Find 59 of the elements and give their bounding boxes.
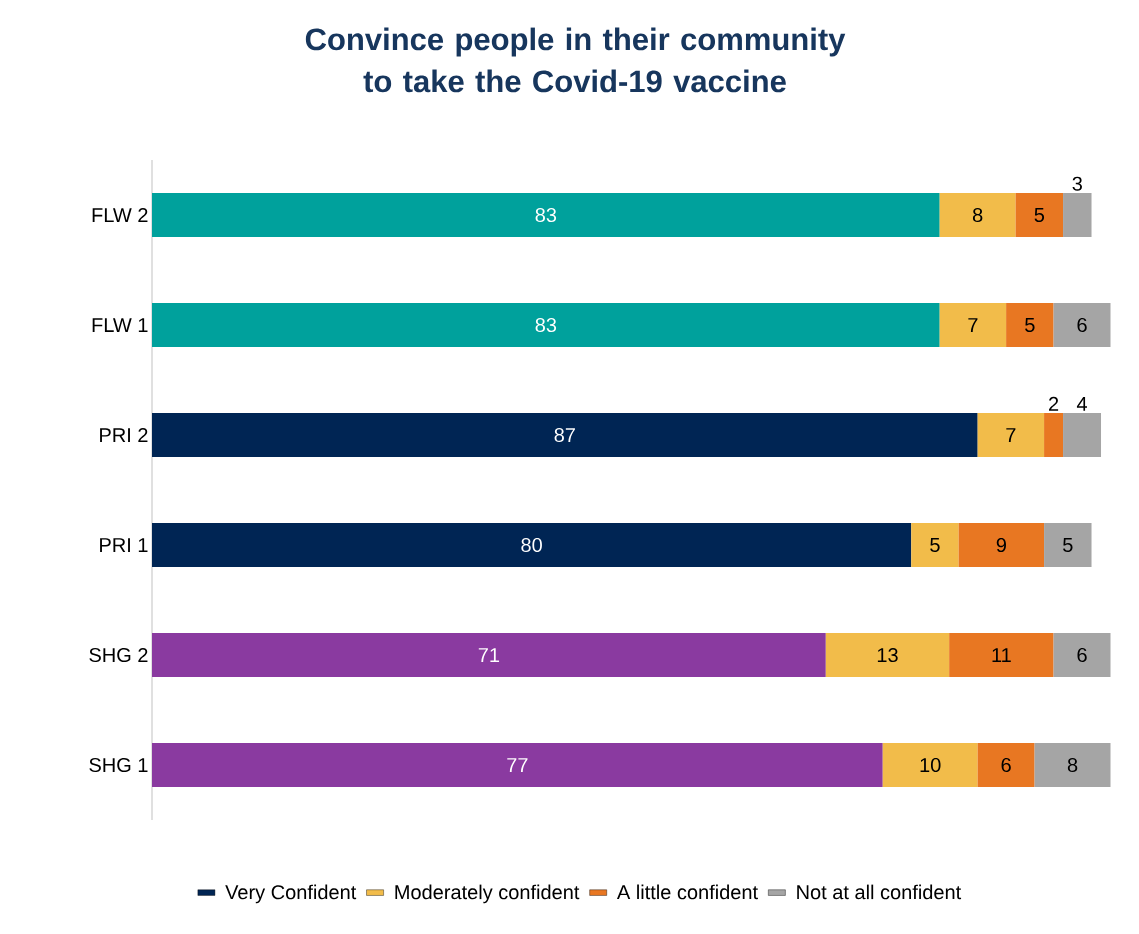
data-label: 5: [1063, 538, 1073, 552]
legend-label: Not at all confident: [797, 884, 962, 900]
data-label: 10: [920, 757, 941, 773]
data-label: 5: [1025, 318, 1035, 332]
bar: [825, 633, 950, 678]
data-label: 6: [1077, 647, 1087, 663]
bar: [882, 743, 978, 788]
chart-title: Convince people in their community to take the Covid-19 vaccine: [305, 27, 846, 93]
bar: [1063, 413, 1102, 457]
bar: [1053, 633, 1111, 678]
y-tick-label: PRI 1: [100, 538, 148, 552]
legend-label: Moderately confident: [395, 884, 580, 904]
data-label: 87: [554, 427, 575, 443]
bar: [958, 523, 1045, 568]
data-label: 80: [521, 537, 542, 553]
data-label: 6: [1077, 317, 1087, 333]
y-tick-label: FLW 1: [92, 318, 148, 332]
data-label: 8: [972, 207, 983, 223]
data-label: 77: [507, 758, 528, 772]
bar: [911, 523, 959, 568]
data-label: 13: [877, 647, 898, 663]
data-label: 8: [1067, 757, 1078, 773]
data-label: 83: [535, 207, 557, 223]
bar: [152, 523, 912, 568]
data-label: 71: [478, 648, 500, 662]
data-label: 5: [930, 538, 940, 552]
data-label: 3: [1072, 176, 1082, 191]
data-label: 2: [1049, 396, 1059, 411]
bar: [1015, 193, 1064, 237]
bar: [152, 193, 940, 237]
bar: [1034, 743, 1111, 788]
data-label: 5: [1034, 208, 1045, 222]
bar: [1044, 413, 1064, 457]
bar: [152, 743, 883, 788]
data-label: 7: [968, 318, 978, 332]
bar: [977, 413, 1045, 457]
data-label: 9: [996, 537, 1006, 553]
bar: [1006, 303, 1054, 347]
data-label: 4: [1076, 397, 1088, 411]
bar: [152, 413, 978, 457]
y-tick-label: FLW 2: [92, 208, 148, 222]
bar: [152, 303, 940, 347]
bar: [1044, 523, 1092, 568]
legend-label: A little confident: [616, 884, 758, 900]
bar: [152, 633, 826, 678]
data-label: 6: [1001, 757, 1011, 773]
bar: [949, 633, 1054, 678]
y-tick-label: SHG 1: [89, 757, 148, 773]
bar: [939, 303, 1007, 347]
bar: [977, 743, 1035, 788]
data-label: 11: [992, 648, 1011, 662]
data-label: 83: [535, 317, 557, 333]
bar: [1053, 303, 1111, 347]
y-tick-label: PRI 2: [100, 428, 148, 442]
bar: [1063, 193, 1092, 237]
legend-label: Very Confident: [225, 884, 357, 904]
bar: [939, 193, 1016, 237]
data-label: 7: [1006, 428, 1016, 442]
y-tick-label: SHG 2: [89, 647, 148, 663]
